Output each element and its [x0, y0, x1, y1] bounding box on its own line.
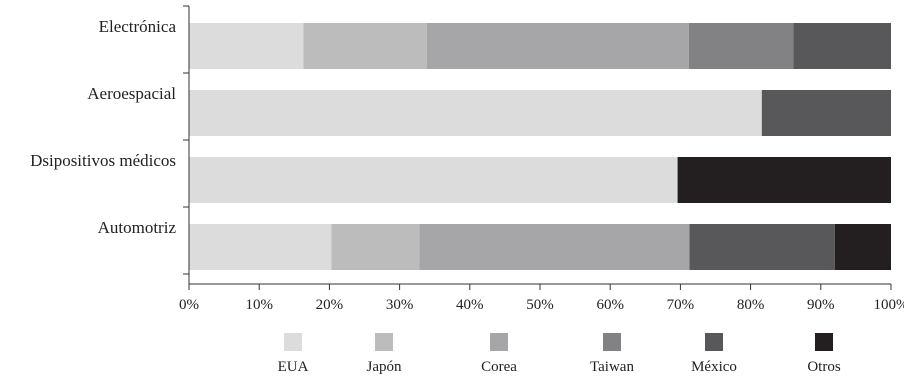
x-tick-label: 30%	[386, 297, 414, 313]
bar-segment-3-0	[189, 224, 332, 270]
x-tick-label: 0%	[179, 297, 199, 313]
legend-swatch	[284, 333, 302, 351]
x-tick-label: 50%	[526, 297, 554, 313]
legend-label: Taiwan	[590, 359, 634, 375]
bar-segment-0-4	[793, 23, 891, 69]
bar-segment-3-5	[834, 224, 891, 270]
x-tick-labels: 0% 10% 20% 30% 40% 50% 60% 70% 80% 90% 100%	[179, 297, 904, 313]
x-tick-label: 20%	[316, 297, 344, 313]
axes-group	[183, 5, 892, 290]
legend-label: Corea	[481, 359, 517, 375]
x-tick-label: 100%	[874, 297, 904, 313]
bar-segment-2-0	[189, 157, 678, 203]
legend: EUA Japón Corea Taiwan México Otros	[278, 333, 841, 375]
category-label: Aeroespacial	[87, 84, 176, 103]
bar-segment-1-0	[189, 90, 762, 136]
bar-segment-3-2	[419, 224, 690, 270]
bar-segment-0-2	[426, 23, 689, 69]
x-tick-label: 90%	[807, 297, 835, 313]
x-tick-label: 80%	[737, 297, 765, 313]
x-tick-label: 70%	[667, 297, 695, 313]
legend-label: México	[691, 359, 737, 375]
legend-swatch	[375, 333, 393, 351]
bar-segment-3-1	[331, 224, 420, 270]
category-labels: Electrónica Aeroespacial Dsipositivos médi…	[30, 17, 176, 237]
x-tick-label: 10%	[245, 297, 273, 313]
legend-swatch	[815, 333, 833, 351]
legend-label: Japón	[367, 359, 402, 375]
bar-segment-0-3	[688, 23, 794, 69]
category-label: Automotriz	[98, 218, 177, 237]
bar-segment-0-1	[303, 23, 427, 69]
legend-label: Otros	[807, 359, 840, 375]
bar-segment-3-4	[689, 224, 835, 270]
bar-segment-0-0	[189, 23, 304, 69]
x-tick-label: 40%	[456, 297, 484, 313]
legend-swatch	[490, 333, 508, 351]
legend-label: EUA	[278, 359, 309, 375]
x-tick-label: 60%	[596, 297, 624, 313]
bar-segment-1-4	[761, 90, 891, 136]
bars-group	[189, 23, 891, 270]
legend-swatch	[705, 333, 723, 351]
category-label: Dsipositivos médicos	[30, 151, 176, 170]
category-label: Electrónica	[99, 17, 177, 36]
bar-segment-2-5	[677, 157, 891, 203]
legend-swatch	[603, 333, 621, 351]
